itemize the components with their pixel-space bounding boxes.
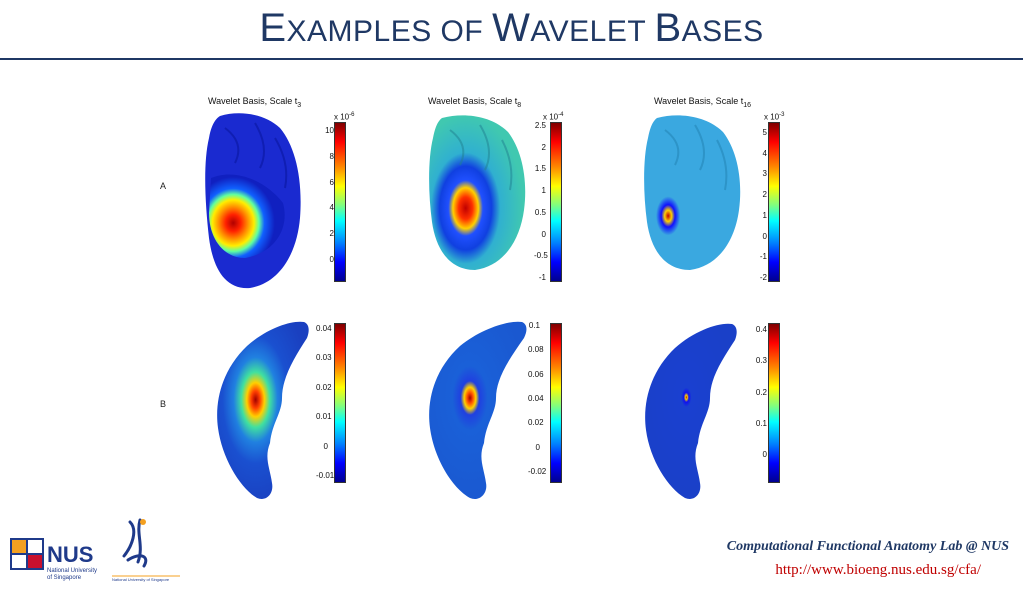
colorbar-tick-label: 8: [329, 151, 334, 161]
colorbar-tick-label: 0.01: [316, 412, 332, 422]
colorbar-tick-label: 0.1: [528, 321, 540, 330]
colorbar-tick-label: 1: [541, 186, 546, 196]
colorbar-tick-label: -2: [759, 273, 767, 282]
colorbar-tick-label: 4: [762, 148, 767, 158]
panel-title-a1: Wavelet Basis, Scale t3: [208, 96, 302, 109]
colorbar-tick-label: 1: [762, 210, 767, 220]
title-rule: [0, 58, 1023, 60]
colorbar-a3: [768, 122, 780, 282]
title-part-2: AVELET: [530, 15, 655, 48]
colorbar-tick-label: 0.1: [755, 418, 767, 428]
ngs-logo-subtitle: National University of Singapore: [112, 577, 170, 582]
colorbar-tick-label: 0.2: [755, 387, 767, 397]
colorbar-tick-label: 0.5: [534, 207, 546, 217]
colorbar-a1: [334, 122, 346, 282]
row-label-b: B: [160, 399, 167, 409]
footer-lab-name: Computational Functional Anatomy Lab @ N…: [726, 539, 1009, 554]
colorbar-tick-label: 0: [762, 231, 767, 241]
colorbar-b1: [334, 323, 346, 483]
colorbar-tick-label: 0: [762, 450, 767, 459]
colorbar-tick-label: 6: [329, 177, 334, 187]
hippocampus-image-b2: [429, 321, 527, 499]
nus-logo-subtitle-1: National University: [47, 568, 97, 574]
colorbar-tick-label: 4: [329, 203, 334, 213]
colorbar-tick-label: 2: [541, 142, 546, 152]
footer-url-link[interactable]: http://www.bioeng.nus.edu.sg/cfa/: [775, 562, 981, 578]
colorbar-a2: [550, 122, 562, 282]
nus-logo: NUS National University of Singapore: [10, 538, 97, 581]
hippocampus-image-b1: [217, 321, 309, 499]
colorbar-tick-label: 0.02: [528, 418, 544, 428]
ngs-logo: National University of Singapore: [112, 518, 180, 582]
colorbar-tick-label: 0: [329, 255, 334, 264]
title-part-3: ASES: [681, 15, 764, 48]
colorbar-b2: [550, 323, 562, 483]
colorbar-tick-label: 2: [329, 229, 334, 239]
colorbar-tick-label: 0: [541, 229, 546, 239]
title-cap-1: E: [259, 6, 287, 50]
colorbar-tick-label: 5: [762, 128, 767, 137]
hippocampus-image-b3: [645, 323, 737, 499]
nus-logo-subtitle-2: of Singapore: [47, 575, 82, 581]
brain-surface-image-a1: [205, 113, 301, 289]
colorbar-exponent-a2: x 10-4: [543, 112, 564, 122]
colorbar-tick-label: 1.5: [534, 164, 546, 174]
colorbar-tick-label: 2.5: [534, 121, 546, 130]
colorbar-tick-label: 0.3: [755, 356, 767, 366]
brain-surface-image-a3: [644, 115, 741, 270]
colorbar-tick-label: -1: [759, 252, 767, 262]
panel-title-a3: Wavelet Basis, Scale t16: [654, 96, 751, 109]
colorbar-tick-label: 0: [535, 442, 540, 452]
colorbar-tick-label: 3: [762, 169, 767, 179]
colorbar-tick-label: 2: [762, 190, 767, 200]
colorbar-exponent-a1: x 10-6: [334, 112, 355, 122]
colorbar-tick-label: 0.02: [316, 382, 332, 392]
colorbar-exponent-a3: x 10-3: [764, 112, 785, 122]
colorbar-tick-label: -0.01: [316, 471, 335, 480]
title-cap-3: B: [654, 6, 682, 50]
colorbar-tick-label: 10: [325, 126, 334, 135]
panel-title-a2: Wavelet Basis, Scale t8: [428, 96, 522, 109]
title-cap-2: W: [492, 6, 531, 50]
colorbar-tick-label: -0.5: [534, 251, 548, 261]
slide-title: EXAMPLES OF WAVELET BASES: [0, 6, 1023, 51]
colorbar-tick-label: 0: [323, 441, 328, 451]
colorbar-tick-label: -1: [538, 273, 546, 282]
nus-logo-text: NUS: [47, 542, 93, 567]
colorbar-tick-label: 0.04: [316, 324, 332, 333]
colorbar-tick-label: 0.08: [528, 345, 544, 355]
colorbar-tick-label: 0.04: [528, 394, 544, 403]
colorbar-tick-label: 0.03: [316, 353, 332, 363]
brain-surface-image-a2: [429, 115, 526, 270]
colorbar-tick-label: 0.4: [755, 325, 767, 334]
colorbar-tick-label: -0.02: [528, 467, 547, 476]
colorbar-tick-label: 0.06: [528, 369, 544, 379]
row-label-a: A: [160, 181, 167, 191]
colorbar-b3: [768, 323, 780, 483]
title-part-1: XAMPLES OF: [286, 15, 493, 48]
